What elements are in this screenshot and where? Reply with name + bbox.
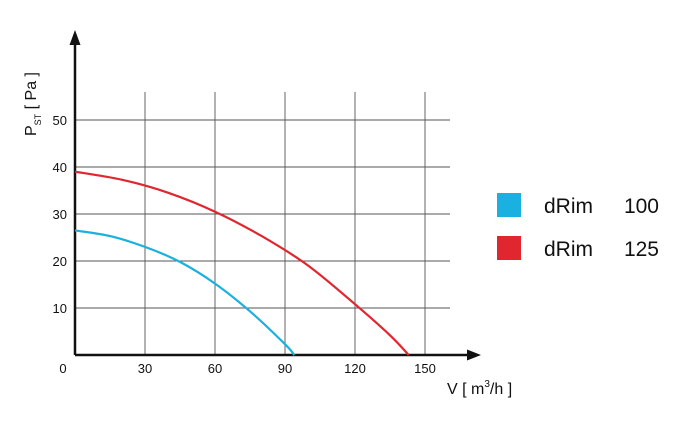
y-axis-arrow bbox=[69, 30, 81, 45]
legend-label-size: 125 bbox=[624, 238, 659, 261]
legend-swatch-100 bbox=[497, 193, 521, 217]
x-tick-label: 60 bbox=[208, 361, 222, 376]
y-tick-label: 40 bbox=[53, 160, 67, 175]
x-tick-label: 0 bbox=[59, 361, 66, 376]
y-tick-label: 30 bbox=[53, 207, 67, 222]
legend: dRim 100 dRim 125 bbox=[497, 193, 659, 261]
x-tick-label: 150 bbox=[414, 361, 436, 376]
x-tick-label: 30 bbox=[138, 361, 152, 376]
x-tick-labels: 0 30 60 90 120 150 bbox=[59, 361, 435, 376]
legend-swatch-125 bbox=[497, 236, 521, 260]
legend-label-size: 100 bbox=[624, 195, 659, 218]
axes bbox=[69, 30, 481, 361]
y-tick-labels: 10 20 30 40 50 bbox=[53, 113, 67, 316]
legend-label-name: dRim bbox=[544, 238, 593, 261]
y-tick-label: 50 bbox=[53, 113, 67, 128]
grid bbox=[75, 92, 450, 355]
series-line-125 bbox=[74, 170, 410, 356]
y-axis-title: PST [ Pa ] bbox=[23, 72, 43, 136]
series-line-100 bbox=[74, 229, 296, 356]
y-tick-label: 10 bbox=[53, 301, 67, 316]
y-tick-label: 20 bbox=[53, 254, 67, 269]
legend-label-name: dRim bbox=[544, 195, 593, 218]
x-axis-arrow bbox=[467, 349, 481, 361]
x-tick-label: 90 bbox=[278, 361, 292, 376]
x-tick-label: 120 bbox=[344, 361, 366, 376]
x-axis-title: V [ m3/h ] bbox=[447, 379, 512, 398]
curves bbox=[74, 170, 410, 356]
